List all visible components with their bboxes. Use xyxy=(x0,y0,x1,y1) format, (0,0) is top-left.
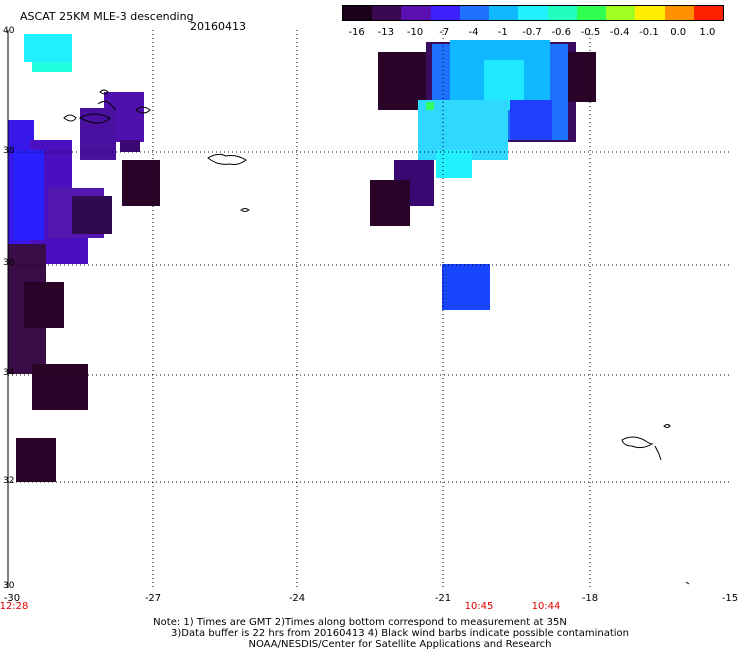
lon-label: -21 xyxy=(434,593,452,604)
island-outline xyxy=(97,100,117,111)
island-outline xyxy=(654,445,662,461)
color-scale-tick: -0.5 xyxy=(580,27,601,38)
color-scale-segment xyxy=(430,6,460,20)
island-outline xyxy=(685,581,690,585)
pixel-block xyxy=(442,264,490,310)
color-scale-segment xyxy=(401,6,431,20)
island-outline xyxy=(240,208,250,212)
coastlines xyxy=(63,89,690,585)
island-outline xyxy=(63,114,77,122)
color-scale-segment xyxy=(459,6,490,20)
color-scale-segment xyxy=(343,6,373,20)
pixel-block xyxy=(122,160,160,206)
lon-label: -15 xyxy=(721,593,739,604)
color-scale-segment xyxy=(576,6,607,20)
color-scale-tick: -10 xyxy=(406,27,424,38)
island-outline xyxy=(207,153,247,165)
lat-label: 32 xyxy=(3,476,15,486)
map-date: 20160413 xyxy=(190,20,246,33)
island-outline xyxy=(135,106,151,114)
lon-label: -24 xyxy=(288,593,306,604)
pass-time-label: 10:44 xyxy=(531,601,561,612)
lon-label: -18 xyxy=(581,593,599,604)
color-scale-tick: 1.0 xyxy=(699,27,716,38)
pixel-block xyxy=(24,282,64,328)
lat-label: 30 xyxy=(3,581,15,591)
color-scale-tick: -0.4 xyxy=(609,27,630,38)
lat-label: 38 xyxy=(3,146,15,156)
lon-label: -30 xyxy=(3,593,21,604)
color-scale-tick: 0.0 xyxy=(670,27,687,38)
color-scale-segment xyxy=(372,6,402,20)
pixel-block xyxy=(32,62,72,72)
lon-label: -27 xyxy=(144,593,162,604)
color-scale-segment xyxy=(518,6,548,20)
color-scale-segment xyxy=(693,6,724,20)
pixel-block xyxy=(72,196,112,234)
pixel-block xyxy=(510,100,552,140)
color-scale-tick: -16 xyxy=(348,27,365,38)
pixel-block xyxy=(46,238,88,264)
pixel-block xyxy=(14,150,44,240)
color-scale-segment xyxy=(664,6,694,20)
pixel-block xyxy=(32,364,88,410)
lat-label: 36 xyxy=(3,258,15,268)
note-line-1: Note: 1) Times are GMT 2)Times along bot… xyxy=(153,617,567,628)
pixel-block xyxy=(426,102,434,110)
island-outline xyxy=(663,424,671,428)
pixel-block xyxy=(24,34,72,62)
pixel-block xyxy=(16,438,56,482)
pixel-block xyxy=(80,108,116,160)
color-scale-tick: -13 xyxy=(377,27,395,38)
color-scale-tick: -4 xyxy=(468,27,479,38)
map-title: ASCAT 25KM MLE-3 descending xyxy=(20,10,194,23)
color-scale-segment xyxy=(635,6,665,20)
island-outline xyxy=(78,113,111,124)
pixel-block xyxy=(120,140,140,152)
color-scale-tick: -1 xyxy=(497,27,508,38)
island-outline xyxy=(621,436,654,449)
data-swath xyxy=(8,34,596,482)
pixel-block xyxy=(436,150,472,178)
note-line-3: NOAA/NESDIS/Center for Satellite Applica… xyxy=(248,639,552,650)
color-scale-tick: -0.1 xyxy=(639,27,659,38)
color-scale-segment xyxy=(547,6,577,20)
pixel-block xyxy=(370,180,410,226)
color-scale-segment xyxy=(606,6,636,20)
color-scale-tick: -0.6 xyxy=(551,27,571,38)
color-scale-bar xyxy=(342,5,724,21)
graticule xyxy=(8,30,732,588)
color-scale-tick: -0.7 xyxy=(522,27,542,38)
lat-label: 34 xyxy=(3,368,15,378)
lat-label: 40 xyxy=(3,26,15,36)
pass-time-label: 10:45 xyxy=(464,601,494,612)
island-outline xyxy=(99,89,109,95)
color-scale-segment xyxy=(489,6,519,20)
color-scale-tick: -7 xyxy=(439,27,450,38)
note-line-2: 3)Data buffer is 22 hrs from 20160413 4)… xyxy=(171,628,629,639)
pass-time-label: 12:28 xyxy=(0,601,29,612)
